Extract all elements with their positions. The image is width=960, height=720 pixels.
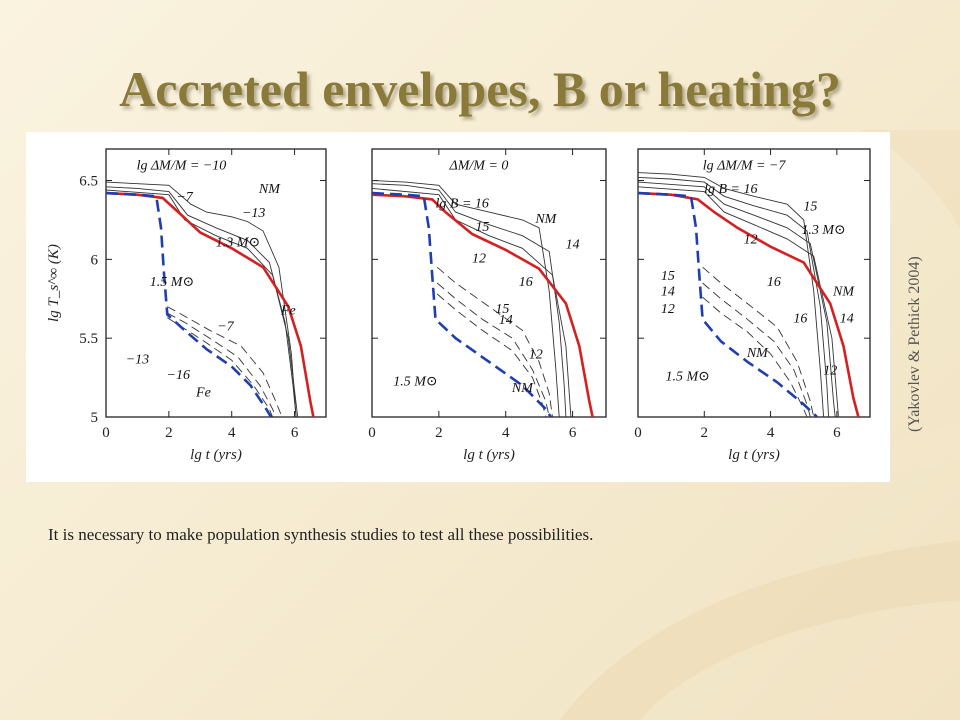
series-line-red	[638, 191, 860, 417]
annotation-label: NM	[534, 212, 557, 227]
annotation-label: Fe	[280, 304, 296, 319]
annotation-label: ΔM/M = 0	[449, 158, 509, 173]
annotation-label: 14	[840, 311, 854, 326]
series-line-blue-dashed	[638, 191, 818, 417]
annotation-label: 12	[472, 252, 486, 267]
x-tick-label: 4	[228, 425, 236, 441]
series-line-blue-dashed	[372, 191, 552, 417]
x-axis-label: lg t (yrs)	[728, 447, 780, 463]
series-line-thin	[638, 176, 830, 417]
annotation-label: −7	[217, 319, 234, 334]
x-tick-label: 6	[569, 425, 577, 441]
annotation-label: 1.3 M⊙	[216, 236, 260, 251]
series-line-dashed	[702, 282, 811, 417]
annotation-label: NM	[511, 381, 534, 396]
y-tick-label: 6.5	[79, 174, 98, 190]
annotation-label: 16	[519, 275, 533, 290]
series-line-dashed	[436, 266, 553, 417]
annotation-label: NM	[832, 285, 855, 300]
series-line-blue-dashed	[106, 191, 273, 417]
annotation-label: −13	[242, 206, 265, 221]
annotation-label: 14	[661, 285, 675, 300]
series-line-thin	[372, 183, 567, 417]
series-line-thin	[106, 186, 297, 417]
y-axis-label: lg T_s^∞ (K)	[46, 244, 62, 322]
series-group	[372, 180, 594, 417]
chart-panel-1: 0 2 4 6 5 5.5 6 6.5 lg t (yrs) lg T_s^∞ (K) lg ΔM/…	[46, 148, 327, 463]
plot-frame	[371, 148, 607, 418]
x-axis-label: lg t (yrs)	[463, 447, 515, 463]
annotation-label: 12	[744, 233, 758, 248]
chart-panel-2: 0 2 4 6lg t (yrs)ΔM/M = 0lg B = 16NM1514121…	[368, 148, 607, 463]
annotation-label: −7	[176, 190, 193, 205]
cooling-curves-figure: 0 2 4 6 5 5.5 6 6.5 lg t (yrs) lg T_s^∞ (K) lg ΔM/…	[46, 148, 871, 463]
series-line-dashed	[702, 296, 808, 417]
annotation-label: −13	[126, 352, 149, 367]
x-tick-label: 6	[291, 425, 299, 441]
x-tick-label: 0	[102, 425, 110, 441]
series-group	[638, 172, 860, 417]
series-line-thin	[372, 180, 560, 417]
annotation-label: 1.5 M⊙	[666, 370, 710, 385]
series-line-red	[372, 193, 594, 417]
annotation-label: 15	[475, 220, 489, 235]
series-line-thin	[106, 181, 297, 417]
annotation-label: 12	[661, 302, 675, 317]
annotation-label: 12	[529, 348, 543, 363]
series-line-dashed	[167, 306, 283, 417]
series-line-thin	[638, 181, 836, 417]
series-line-thin	[638, 172, 825, 417]
x-tick-label: 2	[435, 425, 443, 441]
annotation-label: lg B = 16	[704, 182, 757, 197]
x-tick-label: 2	[701, 425, 709, 441]
plot-frame	[637, 148, 871, 418]
slide-title: Accreted envelopes, B or heating?	[119, 61, 841, 117]
series-group	[106, 181, 315, 417]
y-tick-label: 5	[91, 410, 99, 426]
citation-credit: (Yakovlev & Pethick 2004)	[906, 256, 923, 432]
annotation-label: 15	[803, 199, 817, 214]
series-line-red	[106, 191, 315, 417]
x-tick-label: 4	[502, 425, 510, 441]
x-tick-label: 6	[833, 425, 841, 441]
series-line-thin	[106, 189, 299, 417]
figure-panel: 0 2 4 6 5 5.5 6 6.5 lg t (yrs) lg T_s^∞ (K) lg ΔM/…	[26, 132, 890, 482]
annotation-label: 16	[767, 275, 781, 290]
annotation-label: Fe	[195, 386, 211, 401]
x-tick-label: 2	[165, 425, 173, 441]
series-line-thin	[372, 187, 572, 417]
y-tick-label: 6	[91, 252, 99, 268]
plot-frame	[105, 148, 327, 418]
annotation-label: 14	[566, 237, 580, 252]
x-tick-label: 4	[767, 425, 775, 441]
x-axis-label: lg t (yrs)	[190, 447, 242, 463]
series-line-dashed	[167, 312, 277, 417]
annotation-label: 15	[495, 302, 509, 317]
annotation-label: 12	[823, 363, 837, 378]
annotation-label: lg ΔM/M = −10	[137, 158, 227, 173]
x-tick-label: 0	[634, 425, 642, 441]
chart-panel-3: 0 2 4 6 lg t (yrs) lg ΔM/M = −7 lg B = 16 15 1.3…	[634, 148, 871, 463]
annotation-label: 1.5 M⊙	[393, 374, 437, 389]
x-tick-label: 0	[368, 425, 376, 441]
annotation-label: 15	[661, 269, 675, 284]
annotation-label: NM	[746, 346, 769, 361]
annotation-label: −16	[167, 368, 190, 383]
y-tick-label: 5.5	[79, 331, 98, 347]
annotation-label: 14	[499, 313, 513, 328]
annotation-label: lg ΔM/M = −7	[703, 158, 787, 173]
annotation-label: NM	[258, 182, 281, 197]
annotation-label: lg B = 16	[436, 196, 489, 211]
annotation-label: 1.3 M⊙	[801, 223, 845, 238]
annotation-label: 16	[793, 311, 807, 326]
annotation-label: 1.5 M⊙	[150, 275, 194, 290]
footnote-text: It is necessary to make population synth…	[48, 525, 594, 544]
series-line-thin	[638, 186, 839, 417]
